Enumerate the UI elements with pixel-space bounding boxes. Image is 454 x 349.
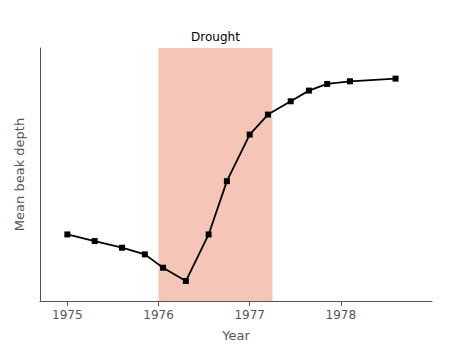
svg-text:1978: 1978 [326, 308, 357, 322]
svg-text:Mean beak depth: Mean beak depth [12, 118, 27, 231]
svg-text:1976: 1976 [143, 308, 174, 322]
svg-text:1977: 1977 [234, 308, 265, 322]
svg-text:Year: Year [221, 328, 250, 343]
svg-text:1975: 1975 [52, 308, 83, 322]
svg-text:Drought: Drought [191, 30, 240, 44]
